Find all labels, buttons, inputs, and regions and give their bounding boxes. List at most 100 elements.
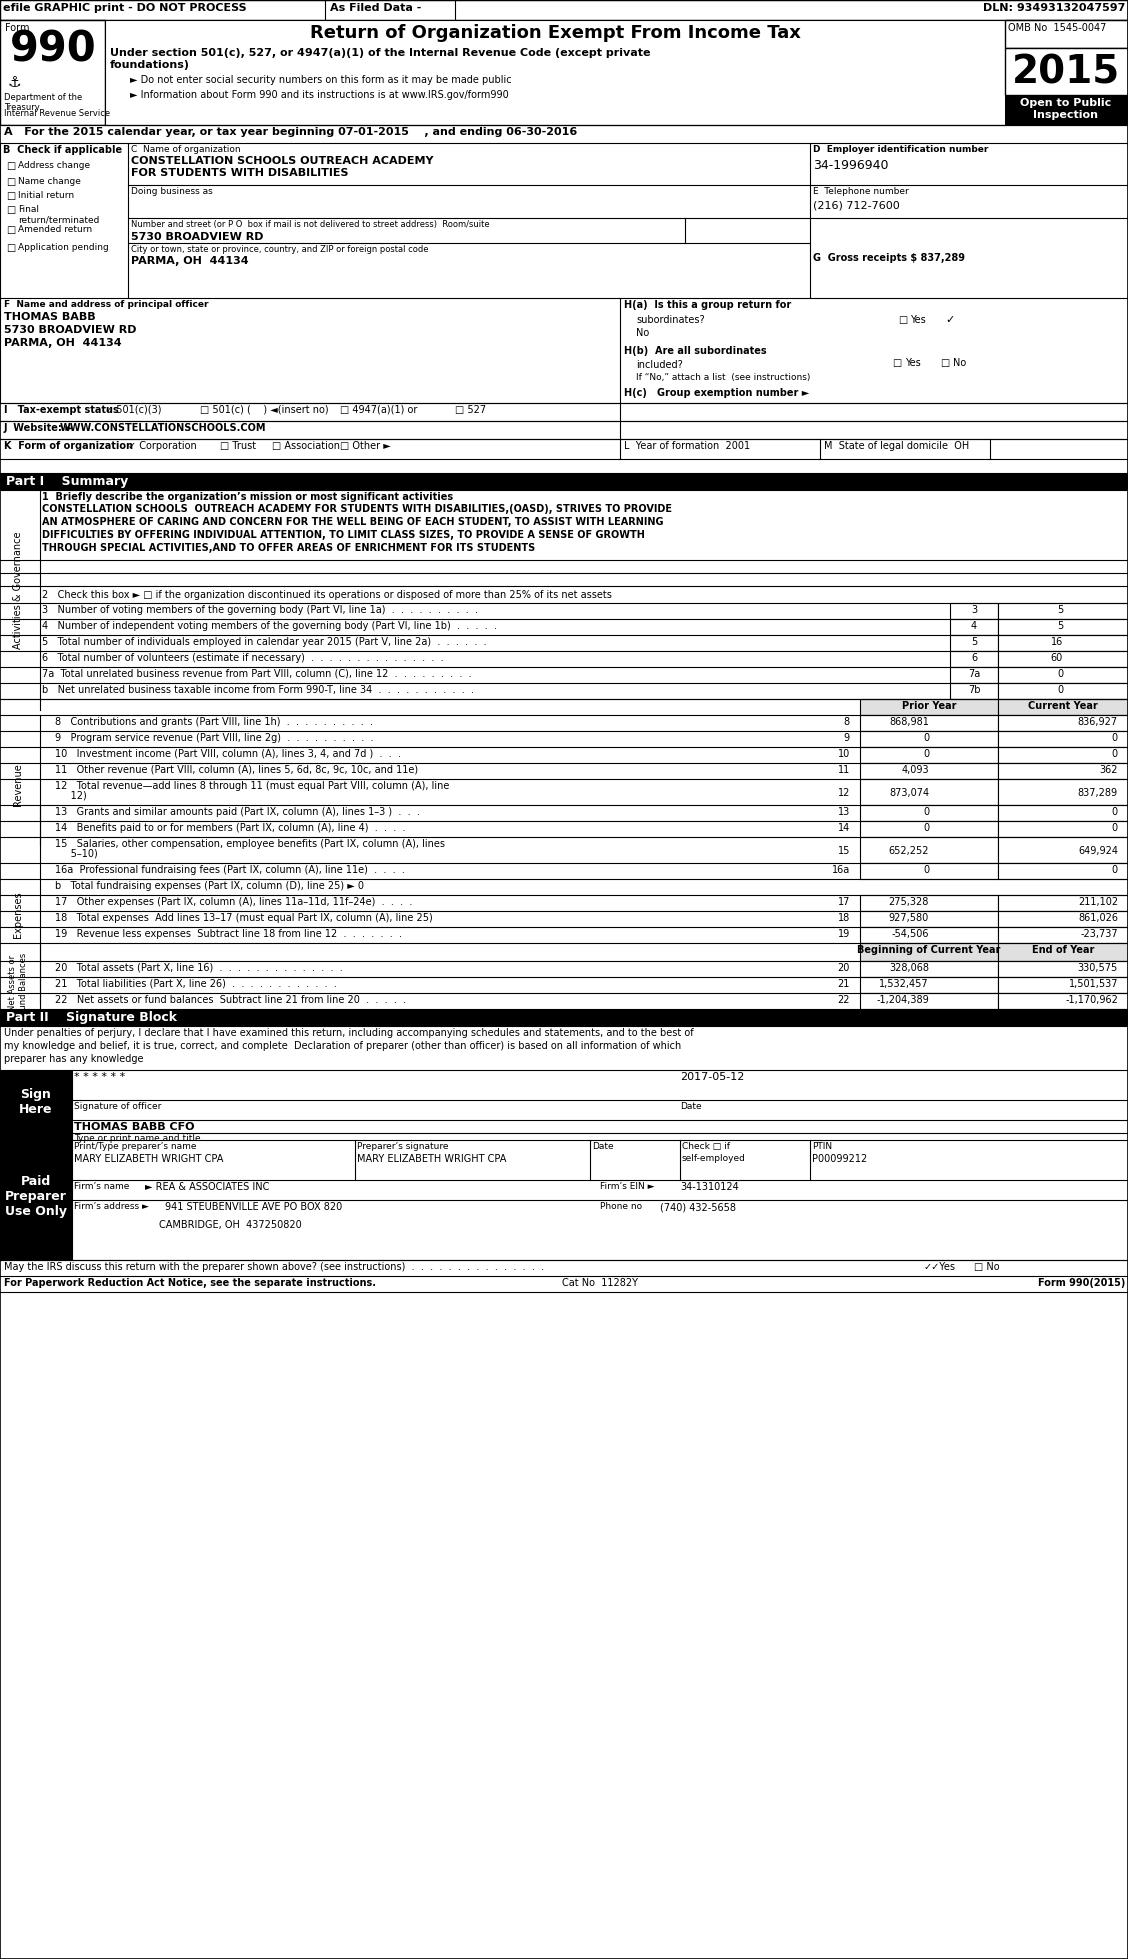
Text: Check □ if: Check □ if: [682, 1142, 730, 1152]
Text: 4,093: 4,093: [901, 766, 929, 776]
Text: 16a: 16a: [831, 866, 851, 876]
Text: PARMA, OH  44134: PARMA, OH 44134: [131, 257, 248, 266]
Text: 211,102: 211,102: [1078, 897, 1118, 907]
Text: Address change: Address change: [18, 161, 90, 170]
Bar: [860, 993, 998, 1009]
Text: Date: Date: [680, 1103, 702, 1111]
Text: 328,068: 328,068: [889, 964, 929, 974]
Bar: [860, 762, 998, 780]
Bar: [860, 715, 998, 731]
Text: D  Employer identification number: D Employer identification number: [813, 145, 988, 155]
Text: 11: 11: [838, 766, 851, 776]
Bar: [860, 699, 998, 715]
Text: 6   Total number of volunteers (estimate if necessary)  .  .  .  .  .  .  .  .  : 6 Total number of volunteers (estimate i…: [42, 652, 443, 662]
Bar: [998, 731, 1128, 746]
Bar: [950, 666, 998, 684]
Bar: [998, 993, 1128, 1009]
Text: ► Information about Form 990 and its instructions is at www.IRS.gov/form990: ► Information about Form 990 and its ins…: [130, 90, 509, 100]
Text: 20: 20: [838, 964, 851, 974]
Text: 18   Total expenses  Add lines 13–17 (must equal Part IX, column (A), line 25): 18 Total expenses Add lines 13–17 (must …: [55, 913, 433, 923]
Text: ⚓: ⚓: [8, 74, 21, 90]
Text: ✓✓Yes: ✓✓Yes: [924, 1262, 957, 1271]
Text: 5   Total number of individuals employed in calendar year 2015 (Part V, line 2a): 5 Total number of individuals employed i…: [42, 637, 486, 646]
Text: 0: 0: [923, 807, 929, 817]
Text: □ No: □ No: [973, 1262, 999, 1271]
Bar: [0, 472, 1128, 490]
Text: Paid
Preparer
Use Only: Paid Preparer Use Only: [5, 1175, 67, 1218]
Text: Department of the
Treasury: Department of the Treasury: [5, 92, 82, 112]
Bar: [950, 603, 998, 619]
Bar: [860, 864, 998, 880]
Text: Preparer’s signature: Preparer’s signature: [356, 1142, 449, 1152]
Text: Current Year: Current Year: [1028, 701, 1098, 711]
Bar: [998, 619, 1128, 635]
Text: 927,580: 927,580: [889, 913, 929, 923]
Text: self-employed: self-employed: [682, 1154, 746, 1164]
Text: Signature of officer: Signature of officer: [74, 1103, 161, 1111]
Text: 868,981: 868,981: [889, 717, 929, 727]
Bar: [998, 666, 1128, 684]
Text: Net Assets or
Fund Balances: Net Assets or Fund Balances: [8, 952, 28, 1013]
Text: □ Association: □ Association: [272, 441, 340, 451]
Text: 837,289: 837,289: [1078, 788, 1118, 797]
Text: K  Form of organization: K Form of organization: [5, 441, 133, 451]
Text: 5: 5: [971, 637, 977, 646]
Text: DLN: 93493132047597: DLN: 93493132047597: [982, 4, 1125, 14]
Text: H(a)  Is this a group return for: H(a) Is this a group return for: [624, 300, 791, 310]
Bar: [0, 20, 105, 125]
Bar: [860, 962, 998, 978]
Text: □ 501(c) (    ) ◄(insert no): □ 501(c) ( ) ◄(insert no): [200, 406, 328, 415]
Text: M  State of legal domicile  OH: M State of legal domicile OH: [823, 441, 969, 451]
Text: □: □: [6, 190, 16, 202]
Text: Beginning of Current Year: Beginning of Current Year: [857, 944, 1001, 954]
Text: ✓ 501(c)(3): ✓ 501(c)(3): [105, 406, 161, 415]
Text: 13: 13: [838, 807, 851, 817]
Text: As Filed Data -: As Filed Data -: [331, 4, 422, 14]
Text: □: □: [6, 161, 16, 170]
Text: Firm’s address ►: Firm’s address ►: [74, 1203, 149, 1211]
Text: 873,074: 873,074: [889, 788, 929, 797]
Text: 0: 0: [1057, 686, 1063, 695]
Text: 9: 9: [844, 733, 851, 742]
Text: Firm’s name: Firm’s name: [74, 1181, 130, 1191]
Text: (216) 712-7600: (216) 712-7600: [813, 202, 900, 212]
Text: P00099212: P00099212: [812, 1154, 867, 1164]
Bar: [1005, 94, 1128, 125]
Text: 21   Total liabilities (Part X, line 26)  .  .  .  .  .  .  .  .  .  .  .  .: 21 Total liabilities (Part X, line 26) .…: [55, 980, 337, 989]
Bar: [998, 927, 1128, 942]
Text: 34-1996940: 34-1996940: [813, 159, 889, 172]
Text: 0: 0: [923, 733, 929, 742]
Text: 836,927: 836,927: [1078, 717, 1118, 727]
Text: 1,501,537: 1,501,537: [1068, 980, 1118, 989]
Text: 15   Salaries, other compensation, employee benefits (Part IX, column (A), lines: 15 Salaries, other compensation, employe…: [55, 838, 446, 848]
Text: 0: 0: [1057, 670, 1063, 680]
Bar: [105, 20, 1005, 125]
Text: □: □: [892, 358, 901, 368]
Text: 941 STEUBENVILLE AVE PO BOX 820: 941 STEUBENVILLE AVE PO BOX 820: [165, 1203, 342, 1213]
Text: included?: included?: [636, 360, 682, 370]
Bar: [0, 0, 1128, 20]
Text: Under section 501(c), 527, or 4947(a)(1) of the Internal Revenue Code (except pr: Under section 501(c), 527, or 4947(a)(1)…: [111, 49, 651, 71]
Text: 4: 4: [971, 621, 977, 631]
Text: □: □: [6, 243, 16, 253]
Text: THOMAS BABB CFO: THOMAS BABB CFO: [74, 1123, 194, 1132]
Text: □: □: [940, 358, 950, 368]
Bar: [950, 650, 998, 666]
Text: 275,328: 275,328: [889, 897, 929, 907]
Text: Type or print name and title: Type or print name and title: [74, 1134, 201, 1142]
Text: A   For the 2015 calendar year, or tax year beginning 07-01-2015    , and ending: A For the 2015 calendar year, or tax yea…: [5, 127, 578, 137]
Text: efile GRAPHIC print - DO NOT PROCESS: efile GRAPHIC print - DO NOT PROCESS: [3, 4, 247, 14]
Text: Yes: Yes: [905, 358, 920, 368]
Text: Return of Organization Exempt From Income Tax: Return of Organization Exempt From Incom…: [309, 24, 801, 41]
Text: B  Check if applicable: B Check if applicable: [3, 145, 122, 155]
Bar: [0, 458, 1128, 472]
Bar: [998, 746, 1128, 762]
Text: C  Name of organization: C Name of organization: [131, 145, 240, 155]
Text: Open to Public
Inspection: Open to Public Inspection: [1021, 98, 1111, 119]
Text: ► Do not enter social security numbers on this form as it may be made public: ► Do not enter social security numbers o…: [130, 74, 512, 84]
Text: 19   Revenue less expenses  Subtract line 18 from line 12  .  .  .  .  .  .  .: 19 Revenue less expenses Subtract line 1…: [55, 929, 402, 938]
Bar: [998, 603, 1128, 619]
Text: 5730 BROADVIEW RD: 5730 BROADVIEW RD: [131, 231, 264, 243]
Text: THOMAS BABB: THOMAS BABB: [5, 311, 96, 321]
Text: 12   Total revenue—add lines 8 through 11 (must equal Part VIII, column (A), lin: 12 Total revenue—add lines 8 through 11 …: [55, 782, 449, 791]
